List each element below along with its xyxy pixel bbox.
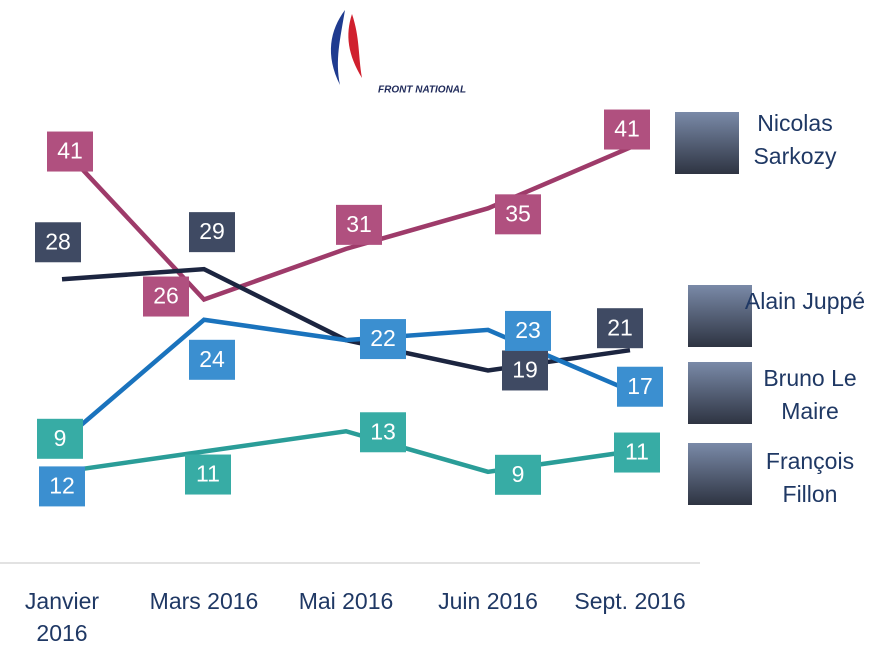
data-label: 21 bbox=[607, 314, 633, 340]
data-label: 31 bbox=[346, 211, 372, 237]
logo: FRONT NATIONAL bbox=[331, 10, 466, 96]
data-label: 29 bbox=[199, 218, 225, 244]
x-tick-label: Mars 2016 bbox=[134, 585, 274, 617]
data-label: 9 bbox=[54, 425, 67, 451]
legend-label: Nicolas Sarkozy bbox=[730, 107, 860, 173]
data-label: 26 bbox=[153, 283, 179, 309]
data-label: 9 bbox=[512, 461, 525, 487]
data-label: 23 bbox=[515, 317, 541, 343]
data-label: 22 bbox=[370, 325, 396, 351]
data-label: 24 bbox=[199, 346, 225, 372]
legend-photo bbox=[688, 443, 752, 505]
labels: 41 26 31 35 41 28 29 19 21 12 24 22 23 17 9 11 13 9 11 bbox=[35, 110, 663, 507]
legend-photo bbox=[688, 362, 752, 424]
data-label: 35 bbox=[505, 200, 531, 226]
series-line bbox=[62, 431, 630, 472]
data-label: 13 bbox=[370, 418, 396, 444]
x-tick-label: Mai 2016 bbox=[276, 585, 416, 617]
data-label: 41 bbox=[57, 138, 83, 164]
logo-text: FRONT NATIONAL bbox=[378, 85, 466, 96]
data-label: 28 bbox=[45, 228, 71, 254]
legend-label: Bruno Le Maire bbox=[745, 362, 875, 428]
data-label: 17 bbox=[627, 373, 653, 399]
legend-label: Alain Juppé bbox=[740, 285, 870, 318]
data-label: 19 bbox=[512, 357, 538, 383]
x-tick-label: Sept. 2016 bbox=[560, 585, 700, 617]
x-tick-label: Juin 2016 bbox=[418, 585, 558, 617]
data-label: 11 bbox=[625, 439, 649, 465]
chart: FRONT NATIONAL 41 26 31 35 41 28 29 19 21 12 24 22 2… bbox=[0, 0, 875, 649]
data-label: 12 bbox=[49, 472, 75, 498]
data-label: 41 bbox=[614, 116, 640, 142]
data-label: 11 bbox=[196, 461, 220, 487]
x-tick-label: Janvier 2016 bbox=[12, 585, 112, 649]
legend-label: François Fillon bbox=[745, 445, 875, 511]
